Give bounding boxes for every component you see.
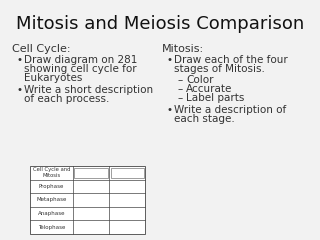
Text: of each process.: of each process. [24,94,109,104]
Text: Draw diagram on 281: Draw diagram on 281 [24,55,137,65]
Text: Mitosis and Meiosis Comparison: Mitosis and Meiosis Comparison [16,15,304,33]
Text: –: – [178,75,183,85]
Text: Color: Color [186,75,213,85]
Text: Draw each of the four: Draw each of the four [174,55,288,65]
Text: –: – [178,84,183,94]
Bar [30,166,145,234]
Text: •: • [16,85,22,95]
Text: Telophase: Telophase [37,225,65,230]
Text: •: • [166,105,172,115]
Text: Prophase: Prophase [39,184,64,189]
Bar [74,168,108,178]
Text: Mitosis:: Mitosis: [162,44,204,54]
Text: Metaphase: Metaphase [36,198,67,203]
Text: Accurate: Accurate [186,84,232,94]
Text: stages of Mitosis.: stages of Mitosis. [174,64,265,74]
Text: Write a short description: Write a short description [24,85,153,95]
Text: Write a description of: Write a description of [174,105,286,115]
Text: Cell Cycle and
Mitosis: Cell Cycle and Mitosis [33,168,70,178]
Text: showing cell cycle for: showing cell cycle for [24,64,137,74]
Text: Drawing: Drawing [80,170,102,175]
Text: •: • [166,55,172,65]
Text: Eukaryotes: Eukaryotes [24,73,82,83]
Text: Cell Cycle:: Cell Cycle: [12,44,70,54]
Bar [111,168,143,178]
Text: each stage.: each stage. [174,114,235,124]
Text: Anaphase: Anaphase [37,211,65,216]
Text: Label parts: Label parts [186,93,244,103]
Text: •: • [16,55,22,65]
Text: –: – [178,93,183,103]
Text: Explanation: Explanation [112,170,143,175]
